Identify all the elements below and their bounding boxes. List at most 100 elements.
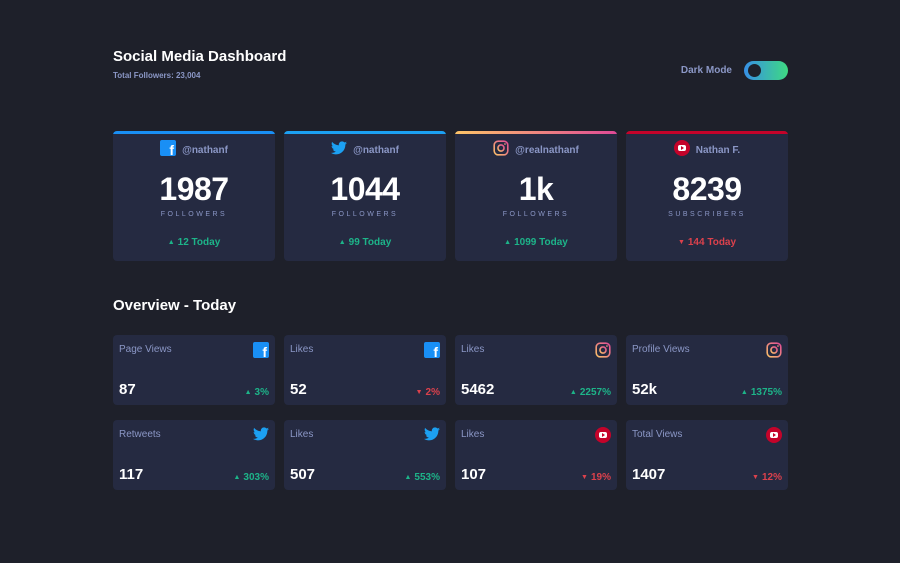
card-change: ▼ 144 Today — [626, 237, 788, 248]
card-handle: Nathan F. — [695, 144, 741, 156]
tile-change: ▼ 2% — [416, 387, 440, 398]
arrow-up-icon: ▲ — [504, 239, 512, 246]
overview-tile[interactable]: Total Views 1407 ▼ 12% — [626, 420, 788, 490]
instagram-icon — [493, 139, 509, 161]
tile-value: 507 — [290, 466, 316, 483]
card-change: ▲ 12 Today — [113, 237, 275, 248]
dark-mode-toggle[interactable] — [744, 61, 788, 80]
tile-value: 52k — [632, 381, 658, 398]
tile-label: Likes — [461, 344, 485, 355]
twitter-icon — [253, 427, 269, 446]
facebook-icon — [253, 342, 269, 363]
card-handle: @realnathanf — [515, 144, 579, 156]
arrow-up-icon: ▲ — [569, 389, 577, 396]
dark-mode-control: Dark Mode — [681, 61, 788, 80]
tile-value: 87 — [119, 381, 136, 398]
tile-label: Total Views — [632, 429, 683, 440]
arrow-up-icon: ▲ — [167, 239, 175, 246]
tile-value: 1407 — [632, 466, 666, 483]
card-count: 1k — [518, 171, 554, 207]
card-accent-bar — [626, 131, 788, 134]
card-change-value: 99 Today — [348, 237, 392, 248]
tile-change-value: 19% — [590, 472, 611, 483]
overview-grid: Page Views87▲3%Likes52▼2%Likes5462▲2257%… — [113, 335, 788, 505]
instagram-icon — [595, 342, 611, 363]
overview-tile[interactable]: Likes 52 ▼2% — [284, 335, 446, 405]
follower-card-facebook[interactable]: @nathanf 1987 FOLLOWERS ▲12 Today — [113, 131, 275, 261]
card-handle-row: @nathanf — [113, 139, 275, 158]
arrow-down-icon: ▼ — [752, 474, 759, 481]
twitter-icon — [331, 140, 348, 160]
tile-value: 107 — [461, 466, 487, 483]
tile-change: ▲ 1375% — [741, 387, 782, 398]
youtube-icon — [673, 139, 690, 161]
card-handle-row: @nathanf — [284, 140, 446, 160]
card-count: 1987 — [159, 171, 229, 207]
instagram-icon — [766, 342, 782, 363]
tile-change-value: 2% — [425, 387, 440, 398]
arrow-down-icon: ▼ — [677, 239, 685, 246]
card-change-value: 12 Today — [177, 237, 221, 248]
overview-row: Page Views87▲3%Likes52▼2%Likes5462▲2257%… — [113, 335, 788, 405]
arrow-down-icon: ▼ — [581, 474, 588, 481]
overview-tile[interactable]: Retweets 117 ▲ 303% — [113, 420, 275, 490]
card-change-value: 144 Today — [687, 237, 737, 248]
arrow-up-icon: ▲ — [338, 239, 346, 246]
overview-tile[interactable]: Profile Views 52k ▲ 1375% — [626, 335, 788, 405]
card-change-value: 1099 Today — [514, 237, 568, 248]
card-handle-row: Nathan F. — [626, 139, 788, 157]
dashboard-header: Social Media Dashboard Total Followers: … — [113, 48, 788, 88]
card-accent-bar — [284, 131, 446, 134]
arrow-up-icon: ▲ — [740, 389, 748, 396]
card-metric: FOLLOWERS — [502, 211, 570, 218]
overview-row: Retweets 117 ▲ 303% Likes 507 ▲ 553% Likes 107 ▼ 19… — [113, 420, 788, 490]
overview-title: Overview - Today — [113, 297, 237, 314]
tile-change-value: 12% — [761, 472, 782, 483]
follower-card-instagram[interactable]: @realnathanf 1k FOLLOWERS ▲ 1099 Today — [455, 131, 617, 261]
tile-change-value: 2257% — [579, 387, 611, 398]
tile-label: Likes — [461, 429, 485, 440]
tile-change-value: 1375% — [750, 387, 782, 398]
follower-card-twitter[interactable]: @nathanf 1044 FOLLOWERS ▲ 99 Today — [284, 131, 446, 261]
tile-change-value: 303% — [243, 472, 269, 483]
twitter-icon — [424, 427, 440, 446]
tile-change: ▲ 303% — [233, 472, 269, 483]
tile-change-value: 553% — [414, 472, 440, 483]
card-count: 8239 — [672, 171, 742, 207]
tile-change: ▲ 3% — [245, 387, 269, 398]
youtube-icon — [766, 427, 782, 448]
card-change: ▲ 99 Today — [284, 237, 446, 248]
card-count: 1044 — [330, 171, 400, 207]
tile-value: 5462 — [461, 381, 495, 398]
arrow-down-icon: ▼ — [415, 389, 423, 396]
total-followers: Total Followers: 23,004 — [113, 71, 201, 80]
tile-change: ▲ 553% — [404, 472, 440, 483]
overview-tile[interactable]: Likes 107 ▼ 19% — [455, 420, 617, 490]
dark-mode-label: Dark Mode — [680, 65, 732, 76]
overview-tile[interactable]: Likes 507 ▲ 553% — [284, 420, 446, 490]
toggle-knob — [748, 64, 761, 77]
tile-label: Profile Views — [632, 344, 690, 355]
youtube-icon — [595, 427, 611, 448]
card-handle-row: @realnathanf — [455, 139, 617, 157]
overview-tile[interactable]: Likes 5462 ▲ 2257% — [455, 335, 617, 405]
tile-label: Likes — [290, 344, 314, 355]
follower-card-youtube[interactable]: Nathan F. 8239 SUBSCRIBERS ▼ 144 Today — [626, 131, 788, 261]
card-metric: FOLLOWERS — [160, 211, 228, 218]
overview-tile[interactable]: Page Views 87 ▲3% — [113, 335, 275, 405]
card-accent-bar — [113, 131, 275, 134]
arrow-up-icon: ▲ — [244, 389, 252, 396]
card-handle: @nathanf — [353, 144, 399, 156]
facebook-icon — [424, 342, 440, 363]
tile-label: Retweets — [119, 429, 161, 440]
tile-value: 52 — [290, 381, 307, 398]
page-title: Social Media Dashboard — [113, 48, 287, 65]
tile-label: Likes — [290, 429, 314, 440]
tile-change: ▼ 12% — [752, 472, 782, 483]
tile-change: ▼ 19% — [581, 472, 611, 483]
card-metric: SUBSCRIBERS — [668, 211, 746, 218]
arrow-up-icon: ▲ — [404, 474, 412, 481]
facebook-icon — [160, 139, 177, 161]
card-metric: FOLLOWERS — [331, 211, 399, 218]
